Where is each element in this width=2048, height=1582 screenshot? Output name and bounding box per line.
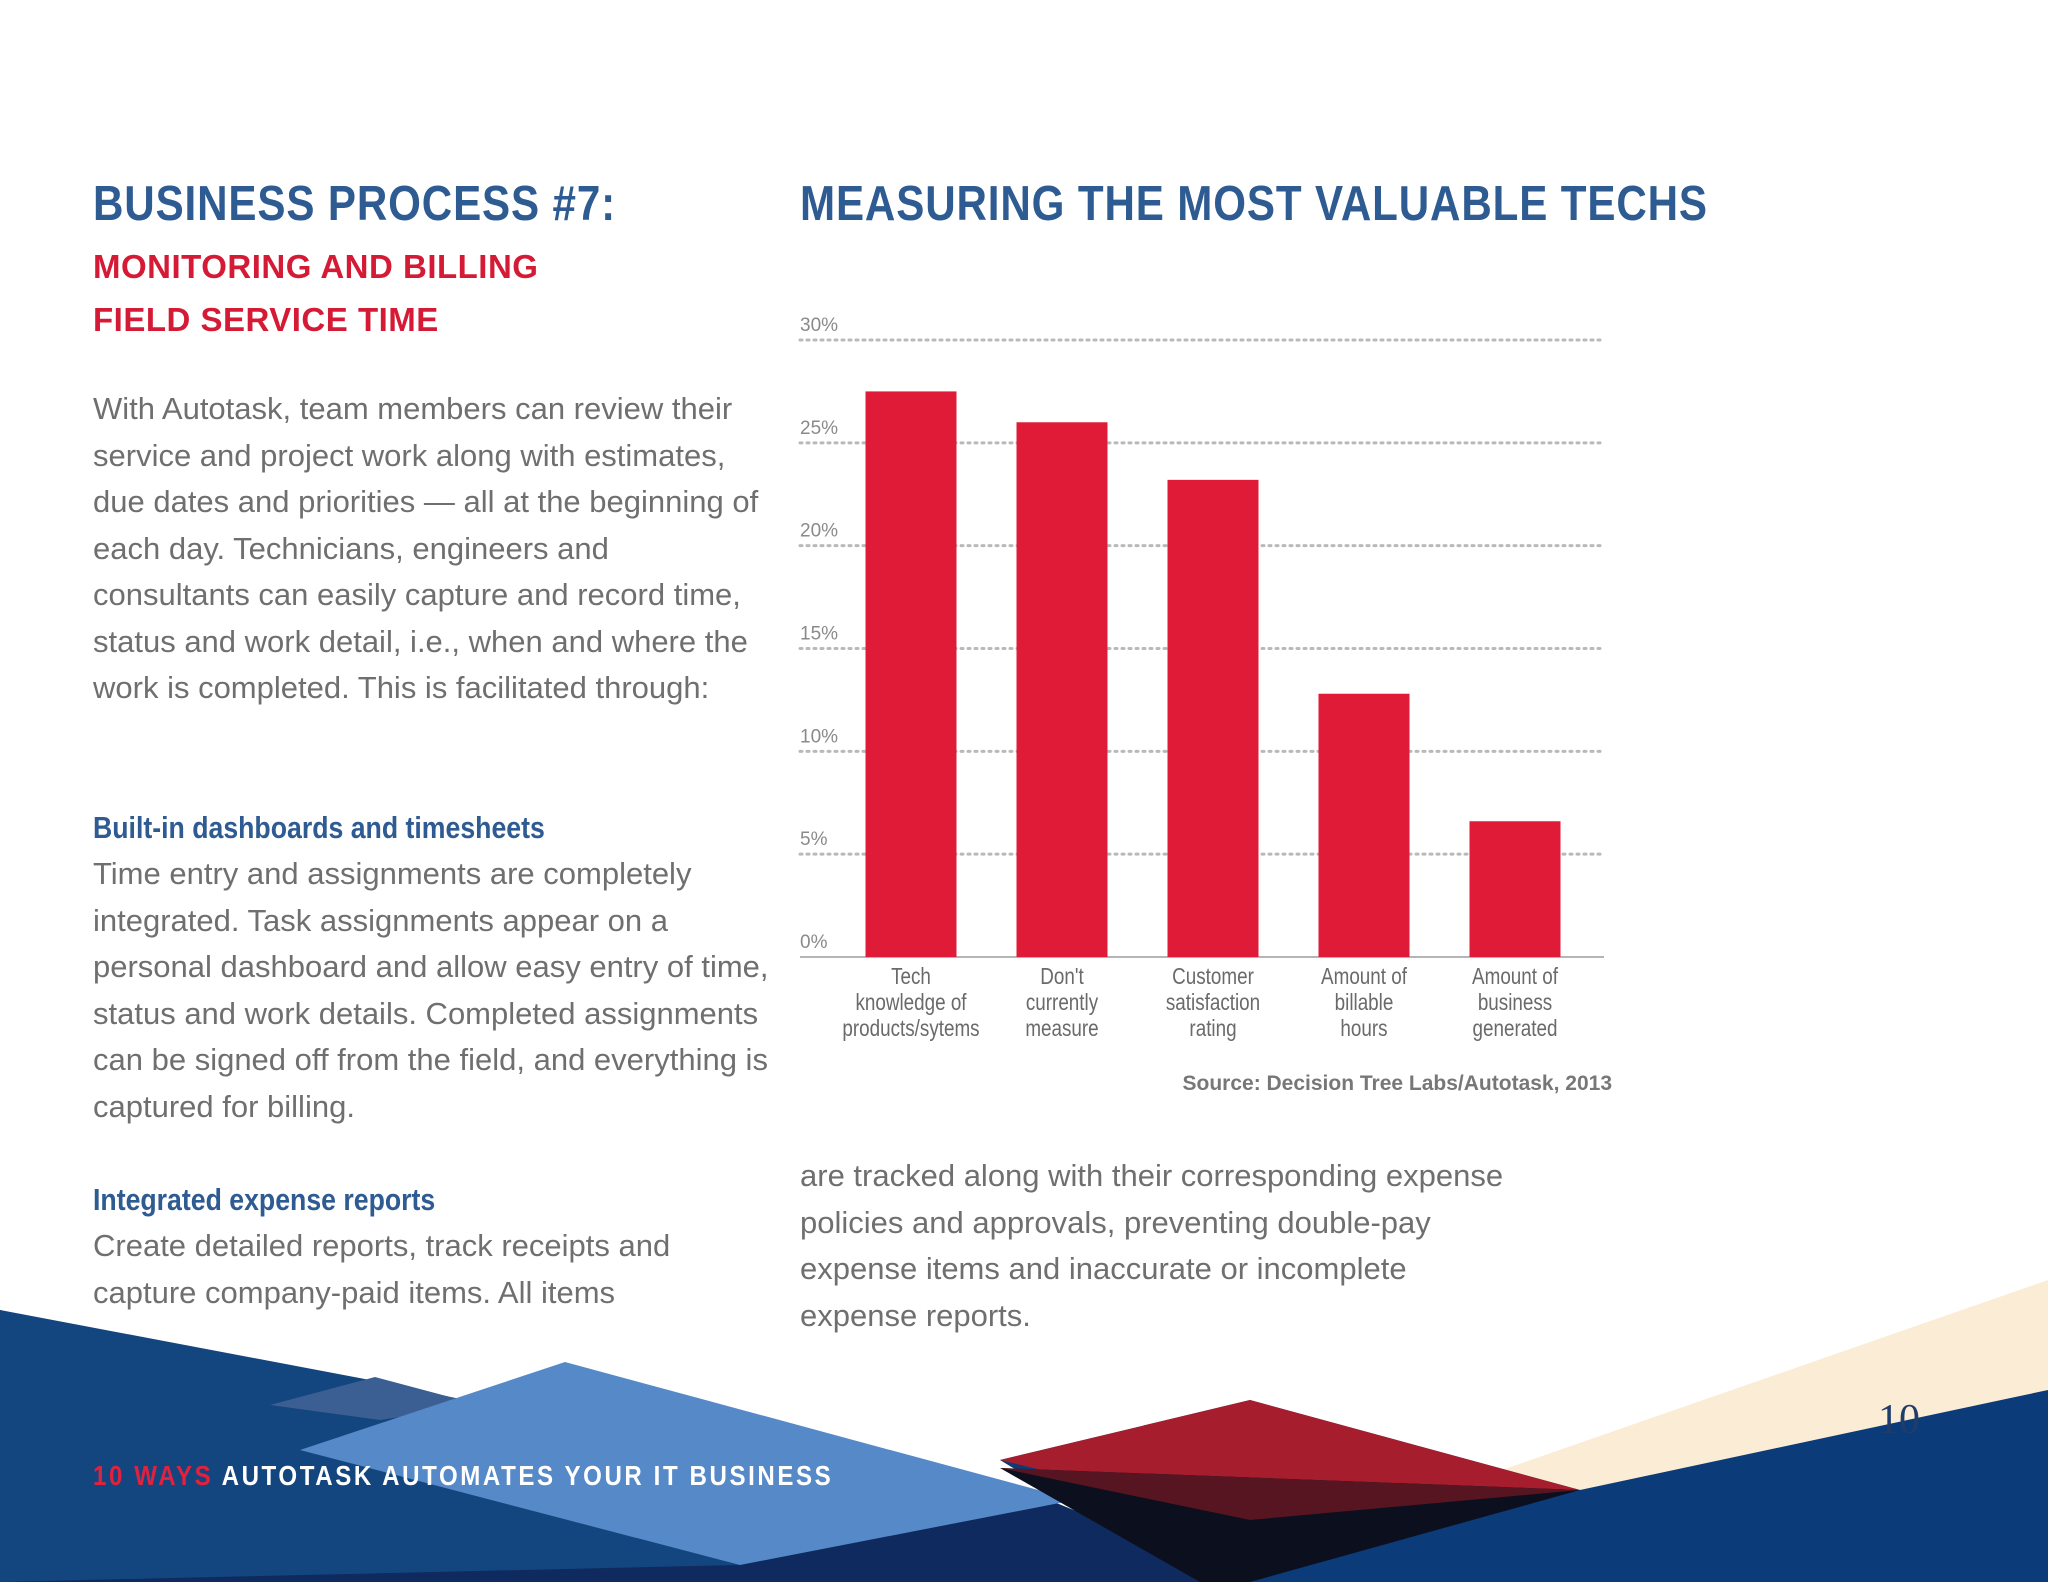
y-tick-label: 10% bbox=[800, 726, 838, 747]
section-heading-expenses-text: Integrated expense reports bbox=[93, 1182, 436, 1217]
y-tick-label: 30% bbox=[800, 315, 838, 336]
chart-bars bbox=[865, 391, 1561, 958]
y-tick-label: 5% bbox=[800, 829, 828, 850]
y-tick-label: 20% bbox=[800, 521, 838, 542]
x-tick-label: Tech knowledge of products/sytems bbox=[842, 964, 979, 1041]
page-number: 10 bbox=[1878, 1397, 1920, 1443]
footer-band-maroon bbox=[1000, 1468, 1580, 1520]
y-tick-label: 15% bbox=[800, 624, 838, 645]
bar-3 bbox=[1318, 693, 1410, 957]
x-tick-label: Don't currently measure bbox=[1025, 964, 1098, 1041]
x-tick-label: Amount of billable hours bbox=[1321, 964, 1407, 1041]
bar-0 bbox=[865, 391, 957, 958]
x-tick-label: Amount of business generated bbox=[1472, 964, 1558, 1041]
footer-tagline: 10 WAYS AUTOTASK AUTOMATES YOUR IT BUSIN… bbox=[93, 1460, 954, 1492]
chart-x-labels: Tech knowledge of products/sytems Don't curr… bbox=[842, 964, 1558, 1041]
section-heading-dashboards: Built-in dashboards and timesheets bbox=[93, 805, 618, 851]
continued-paragraph: are tracked along with their correspondi… bbox=[800, 1158, 1504, 1333]
y-tick-label: 0% bbox=[800, 932, 828, 953]
chart-source: Source: Decision Tree Labs/Autotask, 201… bbox=[1183, 1072, 1613, 1095]
page-subtitle: MONITORING AND BILLING FIELD SERVICE TIM… bbox=[93, 248, 539, 338]
bar-4 bbox=[1469, 821, 1561, 957]
x-tick-label: Customer satisfaction rating bbox=[1166, 964, 1260, 1041]
footer-band-light-blue bbox=[300, 1362, 1075, 1565]
page-title-text: BUSINESS PROCESS #7: bbox=[93, 177, 617, 231]
section-text-expenses: Create detailed reports, track receipts … bbox=[93, 1228, 671, 1310]
section-heading-dashboards-text: Built-in dashboards and timesheets bbox=[93, 810, 545, 845]
y-tick-label: 25% bbox=[800, 418, 838, 439]
bar-2 bbox=[1167, 479, 1259, 957]
intro-paragraph: With Autotask, team members can review t… bbox=[93, 391, 759, 705]
page-title: BUSINESS PROCESS #7: bbox=[93, 176, 701, 232]
section-heading-expenses: Integrated expense reports bbox=[93, 1177, 491, 1223]
section-text-dashboards: Time entry and assignments are completel… bbox=[93, 856, 769, 1124]
chart-title: MEASURING THE MOST VALUABLE TECHS bbox=[800, 176, 1856, 232]
bar-1 bbox=[1016, 422, 1108, 957]
footer-tagline-highlight: 10 WAYS bbox=[93, 1460, 214, 1491]
footer-tagline-rest: AUTOTASK AUTOMATES YOUR IT BUSINESS bbox=[213, 1460, 834, 1491]
chart-title-text: MEASURING THE MOST VALUABLE TECHS bbox=[800, 177, 1708, 231]
